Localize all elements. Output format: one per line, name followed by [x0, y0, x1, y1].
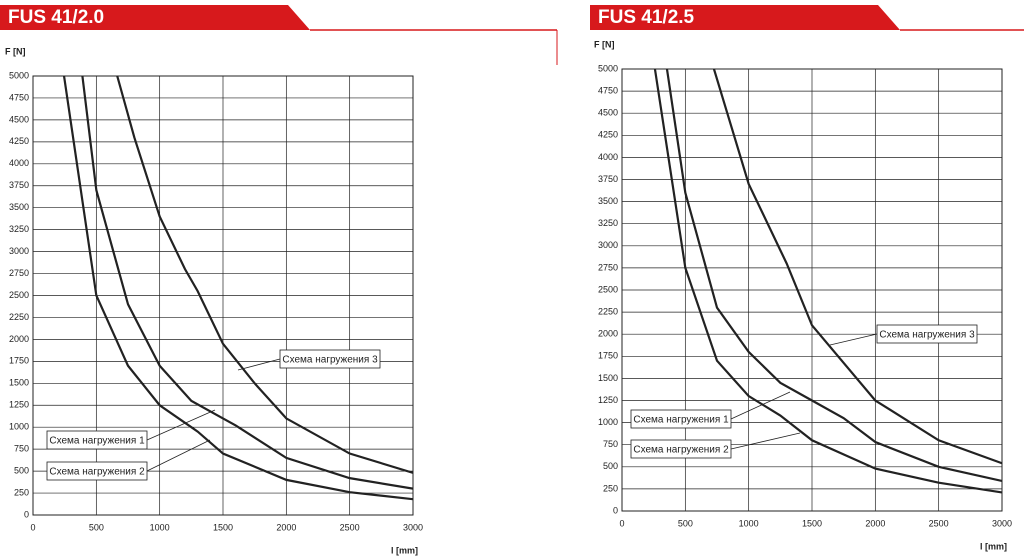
y-tick-label: 1000	[9, 422, 29, 432]
title-banner	[590, 5, 900, 30]
y-tick-label: 2250	[598, 306, 618, 316]
leader-line	[237, 358, 281, 371]
label-box	[46, 430, 148, 450]
leader-line	[730, 391, 791, 420]
curve	[116, 76, 413, 474]
y-tick-label: 3000	[598, 240, 618, 250]
y-tick-label: 1750	[598, 351, 618, 361]
x-tick-label: 3000	[403, 522, 423, 532]
y-tick-label: 3750	[9, 180, 29, 190]
chart-title: FUS 41/2.5	[598, 7, 695, 28]
series-label: Схема нагружения 1	[633, 415, 729, 426]
series-label: Схема нагружения 2	[633, 445, 729, 456]
x-tick-label: 2500	[929, 518, 949, 528]
curve	[665, 69, 1002, 483]
y-tick-label: 1000	[598, 417, 618, 427]
y-tick-label: 1500	[9, 378, 29, 388]
x-tick-label: 0	[619, 518, 624, 528]
curve	[653, 69, 1002, 494]
y-tick-label: 1500	[598, 373, 618, 383]
y-tick-label: 1250	[598, 395, 618, 405]
x-tick-label: 1500	[213, 522, 233, 532]
y-axis-label: F [N]	[594, 39, 615, 49]
series-label: Схема нагружения 2	[49, 467, 145, 478]
y-tick-label: 750	[14, 444, 29, 454]
x-tick-label: 1000	[150, 522, 170, 532]
title-banner	[0, 5, 310, 30]
y-tick-label: 4250	[598, 130, 618, 140]
x-tick-label: 500	[89, 522, 104, 532]
y-tick-label: 500	[603, 461, 618, 471]
x-tick-label: 2000	[276, 522, 296, 532]
series-label: Схема нагружения 3	[282, 355, 378, 366]
y-tick-label: 2750	[9, 268, 29, 278]
curve	[81, 76, 413, 490]
y-tick-label: 4500	[9, 114, 29, 124]
label-box	[630, 409, 732, 429]
y-tick-label: 4500	[598, 108, 618, 118]
label-box	[46, 461, 148, 481]
y-tick-label: 0	[24, 509, 29, 519]
x-tick-label: 2000	[865, 518, 885, 528]
y-tick-label: 1750	[9, 356, 29, 366]
leader-line	[829, 333, 878, 346]
x-tick-label: 3000	[992, 518, 1012, 528]
x-tick-label: 0	[30, 522, 35, 532]
series-label: Схема нагружения 1	[49, 436, 145, 447]
x-tick-label: 2500	[340, 522, 360, 532]
y-tick-label: 5000	[598, 63, 618, 73]
y-tick-label: 3250	[598, 218, 618, 228]
y-tick-label: 0	[613, 505, 618, 515]
x-axis-label: l [mm]	[980, 541, 1007, 551]
curve	[712, 69, 1002, 465]
y-tick-label: 250	[14, 487, 29, 497]
y-tick-label: 4750	[9, 92, 29, 102]
y-tick-label: 250	[603, 483, 618, 493]
x-tick-label: 1500	[802, 518, 822, 528]
y-tick-label: 500	[14, 465, 29, 475]
x-tick-label: 500	[678, 518, 693, 528]
y-tick-label: 2500	[9, 290, 29, 300]
y-tick-label: 4000	[598, 152, 618, 162]
y-tick-label: 2500	[598, 284, 618, 294]
chart-title: FUS 41/2.0	[8, 7, 104, 28]
leader-line	[146, 439, 211, 472]
y-tick-label: 2250	[9, 312, 29, 322]
series-label: Схема нагружения 3	[879, 330, 975, 341]
y-tick-label: 2000	[598, 329, 618, 339]
y-axis-label: F [N]	[5, 46, 26, 56]
y-tick-label: 3500	[9, 202, 29, 212]
y-tick-label: 3500	[598, 196, 618, 206]
label-box	[876, 324, 978, 344]
y-tick-label: 750	[603, 439, 618, 449]
x-axis-label: l [mm]	[391, 545, 418, 555]
y-tick-label: 3250	[9, 224, 29, 234]
y-tick-label: 5000	[9, 70, 29, 80]
y-tick-label: 2750	[598, 262, 618, 272]
x-tick-label: 1000	[739, 518, 759, 528]
y-tick-label: 4000	[9, 158, 29, 168]
label-box	[630, 439, 732, 459]
leader-line	[730, 432, 801, 450]
y-tick-label: 4250	[9, 136, 29, 146]
leader-line	[146, 409, 216, 441]
curve	[62, 76, 413, 501]
y-tick-label: 2000	[9, 334, 29, 344]
y-tick-label: 1250	[9, 400, 29, 410]
label-box	[279, 349, 381, 369]
y-tick-label: 3750	[598, 174, 618, 184]
y-tick-label: 4750	[598, 85, 618, 95]
y-tick-label: 3000	[9, 246, 29, 256]
